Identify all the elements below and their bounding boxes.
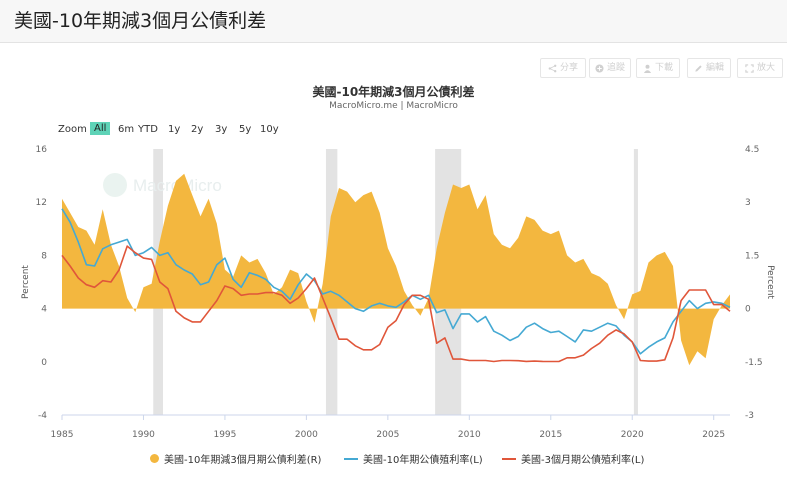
y-axis-right-title: Percent (765, 265, 775, 299)
edit-button[interactable]: 編輯 (687, 58, 731, 78)
y-right-tick-label--3: -3 (745, 411, 754, 421)
legend-swatch-spread (150, 454, 159, 463)
chart-title: 美國-10年期減3個月公債利差 (312, 85, 475, 99)
zoom-5y-button[interactable]: 5y (239, 124, 252, 135)
pencil-icon (695, 64, 702, 72)
zoom-2y-button[interactable]: 2y (191, 124, 204, 135)
page-header: 美國-10年期減3個月公債利差 (0, 0, 787, 43)
x-tick-label-2020: 2020 (621, 430, 644, 440)
series-ten-year-line (61, 208, 731, 355)
zoom-ytd-button[interactable]: YTD (138, 124, 158, 135)
edit-label: 編輯 (705, 63, 724, 73)
legend-label-spread: 美國-10年期減3個月期公債利差(R) (164, 455, 322, 466)
zoom-all-button[interactable]: All (90, 122, 111, 135)
x-tick-label-2025: 2025 (702, 430, 725, 440)
x-tick-label-2015: 2015 (539, 430, 562, 440)
expand-label: 放大 (756, 63, 775, 73)
recession-band-3 (633, 149, 638, 415)
x-tick-label-2010: 2010 (458, 430, 481, 440)
legend-swatch-ten-year (344, 457, 358, 460)
x-tick-label-1995: 1995 (213, 430, 236, 440)
expand-button[interactable]: 放大 (737, 58, 783, 78)
y-right-tick-label-4.5: 4.5 (745, 145, 759, 155)
zoom-10y-button[interactable]: 10y (260, 124, 279, 135)
y-right-tick-label-1.5: 1.5 (745, 251, 759, 261)
y-left-tick-label-12: 12 (36, 198, 47, 208)
legend-label-three-month: 美國-3個月期公債殖利率(L) (521, 455, 645, 466)
watermark: MacroMicro (103, 173, 222, 197)
track-label: 追蹤 (606, 63, 625, 73)
page-title: 美國-10年期減3個月公債利差 (14, 10, 267, 32)
legend-item-spread[interactable]: 美國-10年期減3個月期公債利差(R) (150, 451, 321, 466)
y-left-tick-label-16: 16 (36, 145, 48, 155)
user-icon (643, 64, 652, 73)
series-three-month-line (61, 245, 731, 363)
zoom-3y-button[interactable]: 3y (215, 124, 228, 135)
y-left-tick-label-8: 8 (41, 251, 47, 261)
legend-item-three-month[interactable]: 美國-3個月期公債殖利率(L) (502, 451, 644, 466)
share-icon (548, 64, 557, 72)
zoom-label: Zoom (58, 124, 87, 135)
x-tick-label-2005: 2005 (376, 430, 399, 440)
y-right-tick-label--1.5: -1.5 (745, 358, 763, 368)
y-axis-left-title: Percent (21, 265, 31, 299)
y-left-tick-label-4: 4 (41, 305, 47, 315)
x-tick-label-1985: 1985 (51, 430, 74, 440)
expand-icon (745, 63, 754, 73)
x-tick-label-2000: 2000 (295, 430, 318, 440)
chart-subtitle: MacroMicro.me | MacroMicro (329, 101, 458, 111)
zoom-1y-button[interactable]: 1y (168, 124, 181, 135)
plus-circle-icon (595, 63, 604, 73)
chart-legend: 美國-10年期減3個月期公債利差(R) 美國-10年期公債殖利率(L) 美國-3… (0, 451, 787, 467)
legend-item-ten-year[interactable]: 美國-10年期公債殖利率(L) (344, 451, 483, 466)
y-left-tick-label-0: 0 (41, 358, 47, 368)
y-right-tick-label-0: 0 (745, 305, 751, 315)
y-right-tick-label-3: 3 (745, 198, 751, 208)
series-spread-area (62, 173, 730, 366)
legend-label-ten-year: 美國-10年期公債殖利率(L) (363, 455, 483, 466)
y-left-tick-label--4: -4 (38, 411, 47, 421)
download-label: 下載 (654, 63, 673, 73)
download-button[interactable]: 下載 (636, 58, 680, 78)
share-label: 分享 (559, 63, 578, 73)
legend-swatch-three-month (502, 457, 516, 460)
x-tick-label-1990: 1990 (132, 430, 155, 440)
zoom-6m-button[interactable]: 6m (118, 124, 135, 135)
track-button[interactable]: 追蹤 (589, 58, 631, 78)
share-button[interactable]: 分享 (540, 58, 586, 78)
